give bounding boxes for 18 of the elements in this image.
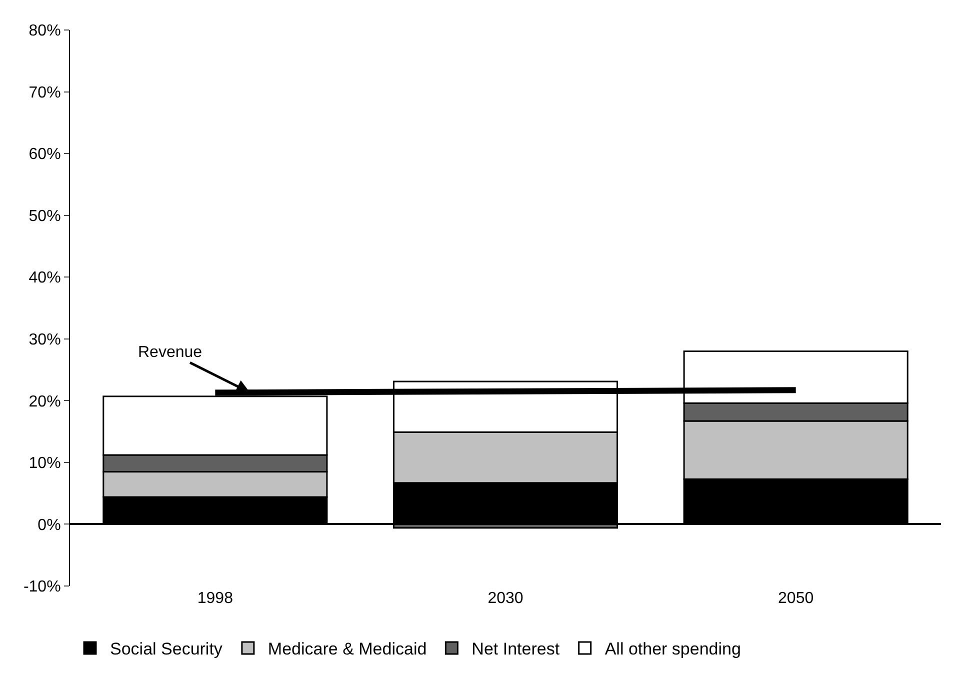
legend-label: Net Interest: [472, 640, 560, 659]
y-tick-label: 40%: [28, 270, 61, 287]
x-tick-label: 2050: [778, 590, 814, 607]
y-tick-label: 70%: [28, 84, 61, 102]
y-tick-label: 30%: [28, 331, 61, 348]
x-tick-label: 1998: [197, 590, 234, 607]
y-tick-label: 60%: [28, 146, 61, 164]
legend-label: Social Security: [110, 640, 223, 659]
x-tick-label: 2030: [488, 590, 524, 607]
y-tick-label: 50%: [28, 208, 61, 225]
legend-label: All other spending: [604, 640, 741, 659]
y-tick-label: 80%: [28, 22, 61, 40]
annotation: Revenue: [138, 344, 202, 361]
y-tick-label: 0%: [38, 516, 61, 534]
legend-label: Medicare & Medicaid: [268, 640, 427, 659]
y-tick-label: 10%: [28, 455, 61, 472]
y-tick-label: 20%: [28, 393, 61, 410]
y-tick-label: -10%: [23, 578, 61, 596]
